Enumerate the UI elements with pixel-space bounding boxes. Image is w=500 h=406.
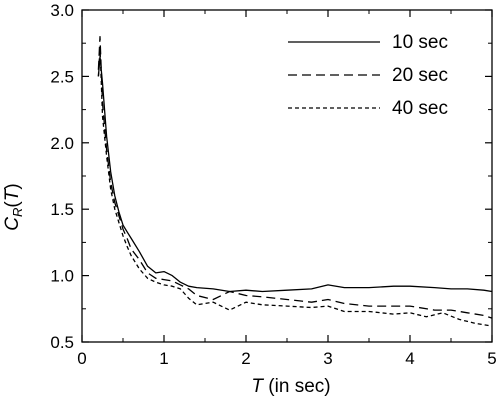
x-tick-label: 5: [487, 349, 496, 368]
series-line-20-sec: [97, 35, 493, 319]
axis-ticks: 0 1 2 3 4 5 0.5 1.0 1.5 2.0 2.5 3.0: [50, 1, 496, 368]
x-tick-label: 4: [405, 349, 414, 368]
y-tick-label: 2.5: [50, 67, 74, 86]
series-line-40-sec: [97, 46, 493, 327]
y-tick-label: 1.0: [50, 267, 74, 286]
legend-label: 20 sec: [392, 65, 448, 86]
y-axis-label-close: ): [2, 183, 23, 189]
y-axis-label-main: C: [2, 217, 23, 231]
legend-label: 10 sec: [392, 32, 448, 53]
x-tick-label: 0: [77, 349, 86, 368]
y-tick-label: 1.5: [50, 200, 74, 219]
y-tick-label: 3.0: [50, 1, 74, 20]
y-axis-label-open: (: [2, 201, 23, 208]
series-line-10-sec: [97, 55, 493, 293]
y-axis-label-sub: R: [10, 208, 25, 217]
legend-label: 40 sec: [392, 98, 448, 119]
x-tick-label: 2: [241, 349, 250, 368]
plot-frame: [81, 9, 493, 343]
x-tick-label: 3: [323, 349, 332, 368]
y-axis-label-var: T: [2, 188, 23, 201]
x-axis-label-unit: (in sec): [263, 376, 331, 397]
y-tick-label: 0.5: [50, 333, 74, 352]
y-axis-label: CR(T): [2, 183, 25, 230]
legend: 10 sec 20 sec 40 sec: [288, 32, 448, 119]
y-tick-label: 2.0: [50, 134, 74, 153]
x-tick-label: 1: [159, 349, 168, 368]
x-axis-label: T (in sec): [251, 376, 330, 397]
plot-marks: [97, 35, 493, 327]
x-axis-label-var: T: [251, 376, 264, 397]
